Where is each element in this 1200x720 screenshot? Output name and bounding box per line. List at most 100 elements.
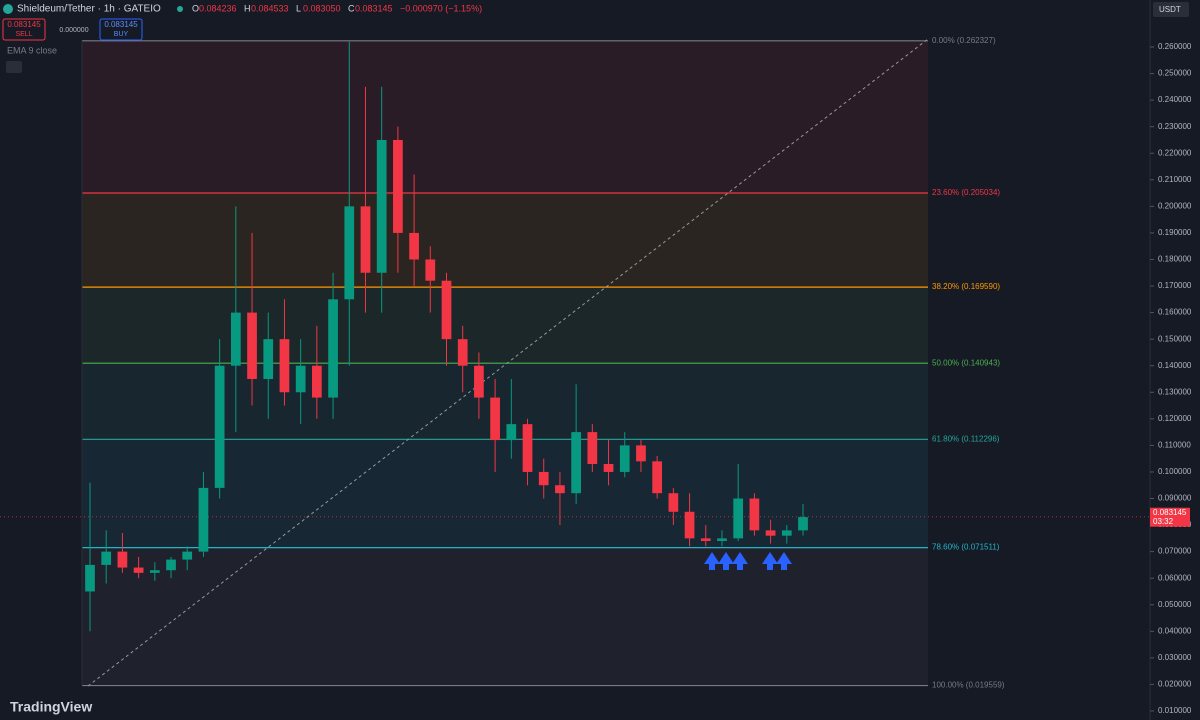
ohlc-key: C bbox=[348, 3, 355, 13]
candle-body bbox=[166, 559, 176, 571]
candle-body bbox=[636, 445, 646, 462]
candle-body bbox=[555, 485, 565, 494]
sell-price[interactable]: 0.083145 bbox=[7, 20, 41, 29]
candle-body bbox=[182, 551, 193, 560]
y-tick-label: 0.230000 bbox=[1158, 122, 1192, 131]
brand: TradingView bbox=[10, 699, 92, 715]
candle-body bbox=[312, 365, 322, 398]
price-tag-box bbox=[1150, 507, 1190, 527]
candle-body bbox=[603, 463, 614, 472]
candle-body bbox=[474, 365, 484, 398]
candle-body bbox=[279, 339, 290, 393]
candle-body bbox=[733, 498, 744, 539]
candle-body bbox=[360, 206, 371, 273]
candle-body bbox=[668, 493, 679, 512]
candle-body bbox=[619, 445, 630, 472]
y-tick-label: 0.070000 bbox=[1158, 547, 1192, 556]
y-tick-label: 0.150000 bbox=[1158, 334, 1192, 343]
candle-body bbox=[117, 551, 128, 568]
plot: 0.00% (0.262327) 23.60% (0.205034) 38.20% … bbox=[0, 36, 1150, 690]
symbol-icon bbox=[3, 4, 13, 14]
y-tick-label: 0.180000 bbox=[1158, 255, 1192, 264]
y-tick-label: 0.140000 bbox=[1158, 361, 1192, 370]
candle-body bbox=[247, 312, 257, 379]
currency-box[interactable] bbox=[1153, 2, 1189, 17]
fib-label: 0.00% (0.262327) bbox=[932, 36, 996, 45]
ohlc-value: 0.083050 bbox=[303, 3, 341, 13]
candle-body bbox=[409, 232, 419, 260]
fib-band bbox=[82, 439, 928, 548]
arrow bbox=[704, 552, 720, 570]
candle-body bbox=[263, 339, 274, 379]
candle-body bbox=[133, 567, 144, 573]
candle-body bbox=[749, 498, 760, 531]
buy-price[interactable]: 0.083145 bbox=[104, 20, 138, 29]
candle-body bbox=[393, 139, 403, 233]
y-tick-label: 0.260000 bbox=[1158, 42, 1192, 51]
spread: 0.000000 bbox=[59, 27, 88, 34]
candle-body bbox=[765, 530, 776, 536]
currency[interactable]: USDT bbox=[1159, 5, 1181, 14]
candle-body bbox=[295, 365, 306, 393]
candle-body bbox=[198, 487, 209, 552]
y-tick-label: 0.110000 bbox=[1158, 440, 1191, 449]
candle-body bbox=[684, 511, 695, 539]
symbol: Shieldeum/Tether · 1h · GATEIO bbox=[17, 4, 161, 15]
candle-body bbox=[522, 424, 533, 472]
buy-label[interactable]: BUY bbox=[114, 31, 129, 38]
candle-body bbox=[149, 570, 160, 573]
y-tick-label: 0.130000 bbox=[1158, 387, 1192, 396]
price-axis bbox=[1150, 0, 1200, 720]
candle-body bbox=[587, 432, 598, 464]
candle-body bbox=[457, 339, 468, 366]
candle-body bbox=[571, 432, 581, 494]
ohlc-value: 0.083145 bbox=[355, 3, 393, 13]
candle-body bbox=[798, 517, 808, 531]
change: −0.000970 (−1.15%) bbox=[400, 3, 482, 13]
sell-label[interactable]: SELL bbox=[15, 31, 32, 38]
arrow bbox=[732, 552, 748, 570]
y-tick-label: 0.010000 bbox=[1158, 706, 1192, 715]
y-tick-label: 0.030000 bbox=[1158, 653, 1192, 662]
indicator: EMA 9 close bbox=[7, 45, 57, 55]
fib-label: 61.80% (0.112296) bbox=[932, 434, 1000, 443]
candle-body bbox=[328, 299, 338, 398]
y-tick-label: 0.250000 bbox=[1158, 69, 1192, 78]
sell-button[interactable] bbox=[2, 18, 46, 41]
fib-label: 78.60% (0.071511) bbox=[932, 543, 1000, 552]
y-tick-label: 0.170000 bbox=[1158, 281, 1192, 290]
ohlc-key: O bbox=[192, 3, 199, 13]
candle-body bbox=[425, 259, 436, 281]
collapse-button[interactable] bbox=[6, 61, 22, 73]
fib-band bbox=[82, 547, 928, 686]
candle-body bbox=[717, 538, 727, 541]
candle-body bbox=[344, 206, 355, 300]
y-tick-label: 0.120000 bbox=[1158, 414, 1192, 423]
candle-body bbox=[700, 538, 711, 541]
candle-body bbox=[441, 280, 452, 340]
buy-button[interactable] bbox=[99, 18, 143, 41]
candle-body bbox=[214, 365, 225, 488]
status-dot bbox=[177, 6, 183, 12]
ohlc-key: H bbox=[244, 3, 251, 13]
fib-label: 23.60% (0.205034) bbox=[932, 188, 1000, 197]
candle-body bbox=[101, 551, 112, 565]
candle-body bbox=[376, 139, 387, 273]
price-tag-countdown: 03:32 bbox=[1153, 517, 1174, 526]
y-tick-label: 0.050000 bbox=[1158, 600, 1192, 609]
candle-body bbox=[85, 564, 95, 592]
fib-label: 38.20% (0.169590) bbox=[932, 282, 1000, 291]
fib-band bbox=[82, 287, 928, 364]
candle-body bbox=[652, 461, 663, 494]
arrow bbox=[776, 552, 792, 570]
y-tick-label: 0.090000 bbox=[1158, 494, 1192, 503]
candle-body bbox=[781, 530, 792, 536]
fib-band bbox=[82, 192, 928, 288]
y-tick-label: 0.190000 bbox=[1158, 228, 1192, 237]
arrows bbox=[704, 552, 792, 570]
y-tick-label: 0.240000 bbox=[1158, 95, 1192, 104]
y-tick-label: 0.100000 bbox=[1158, 467, 1192, 476]
trend-line bbox=[87, 38, 929, 687]
